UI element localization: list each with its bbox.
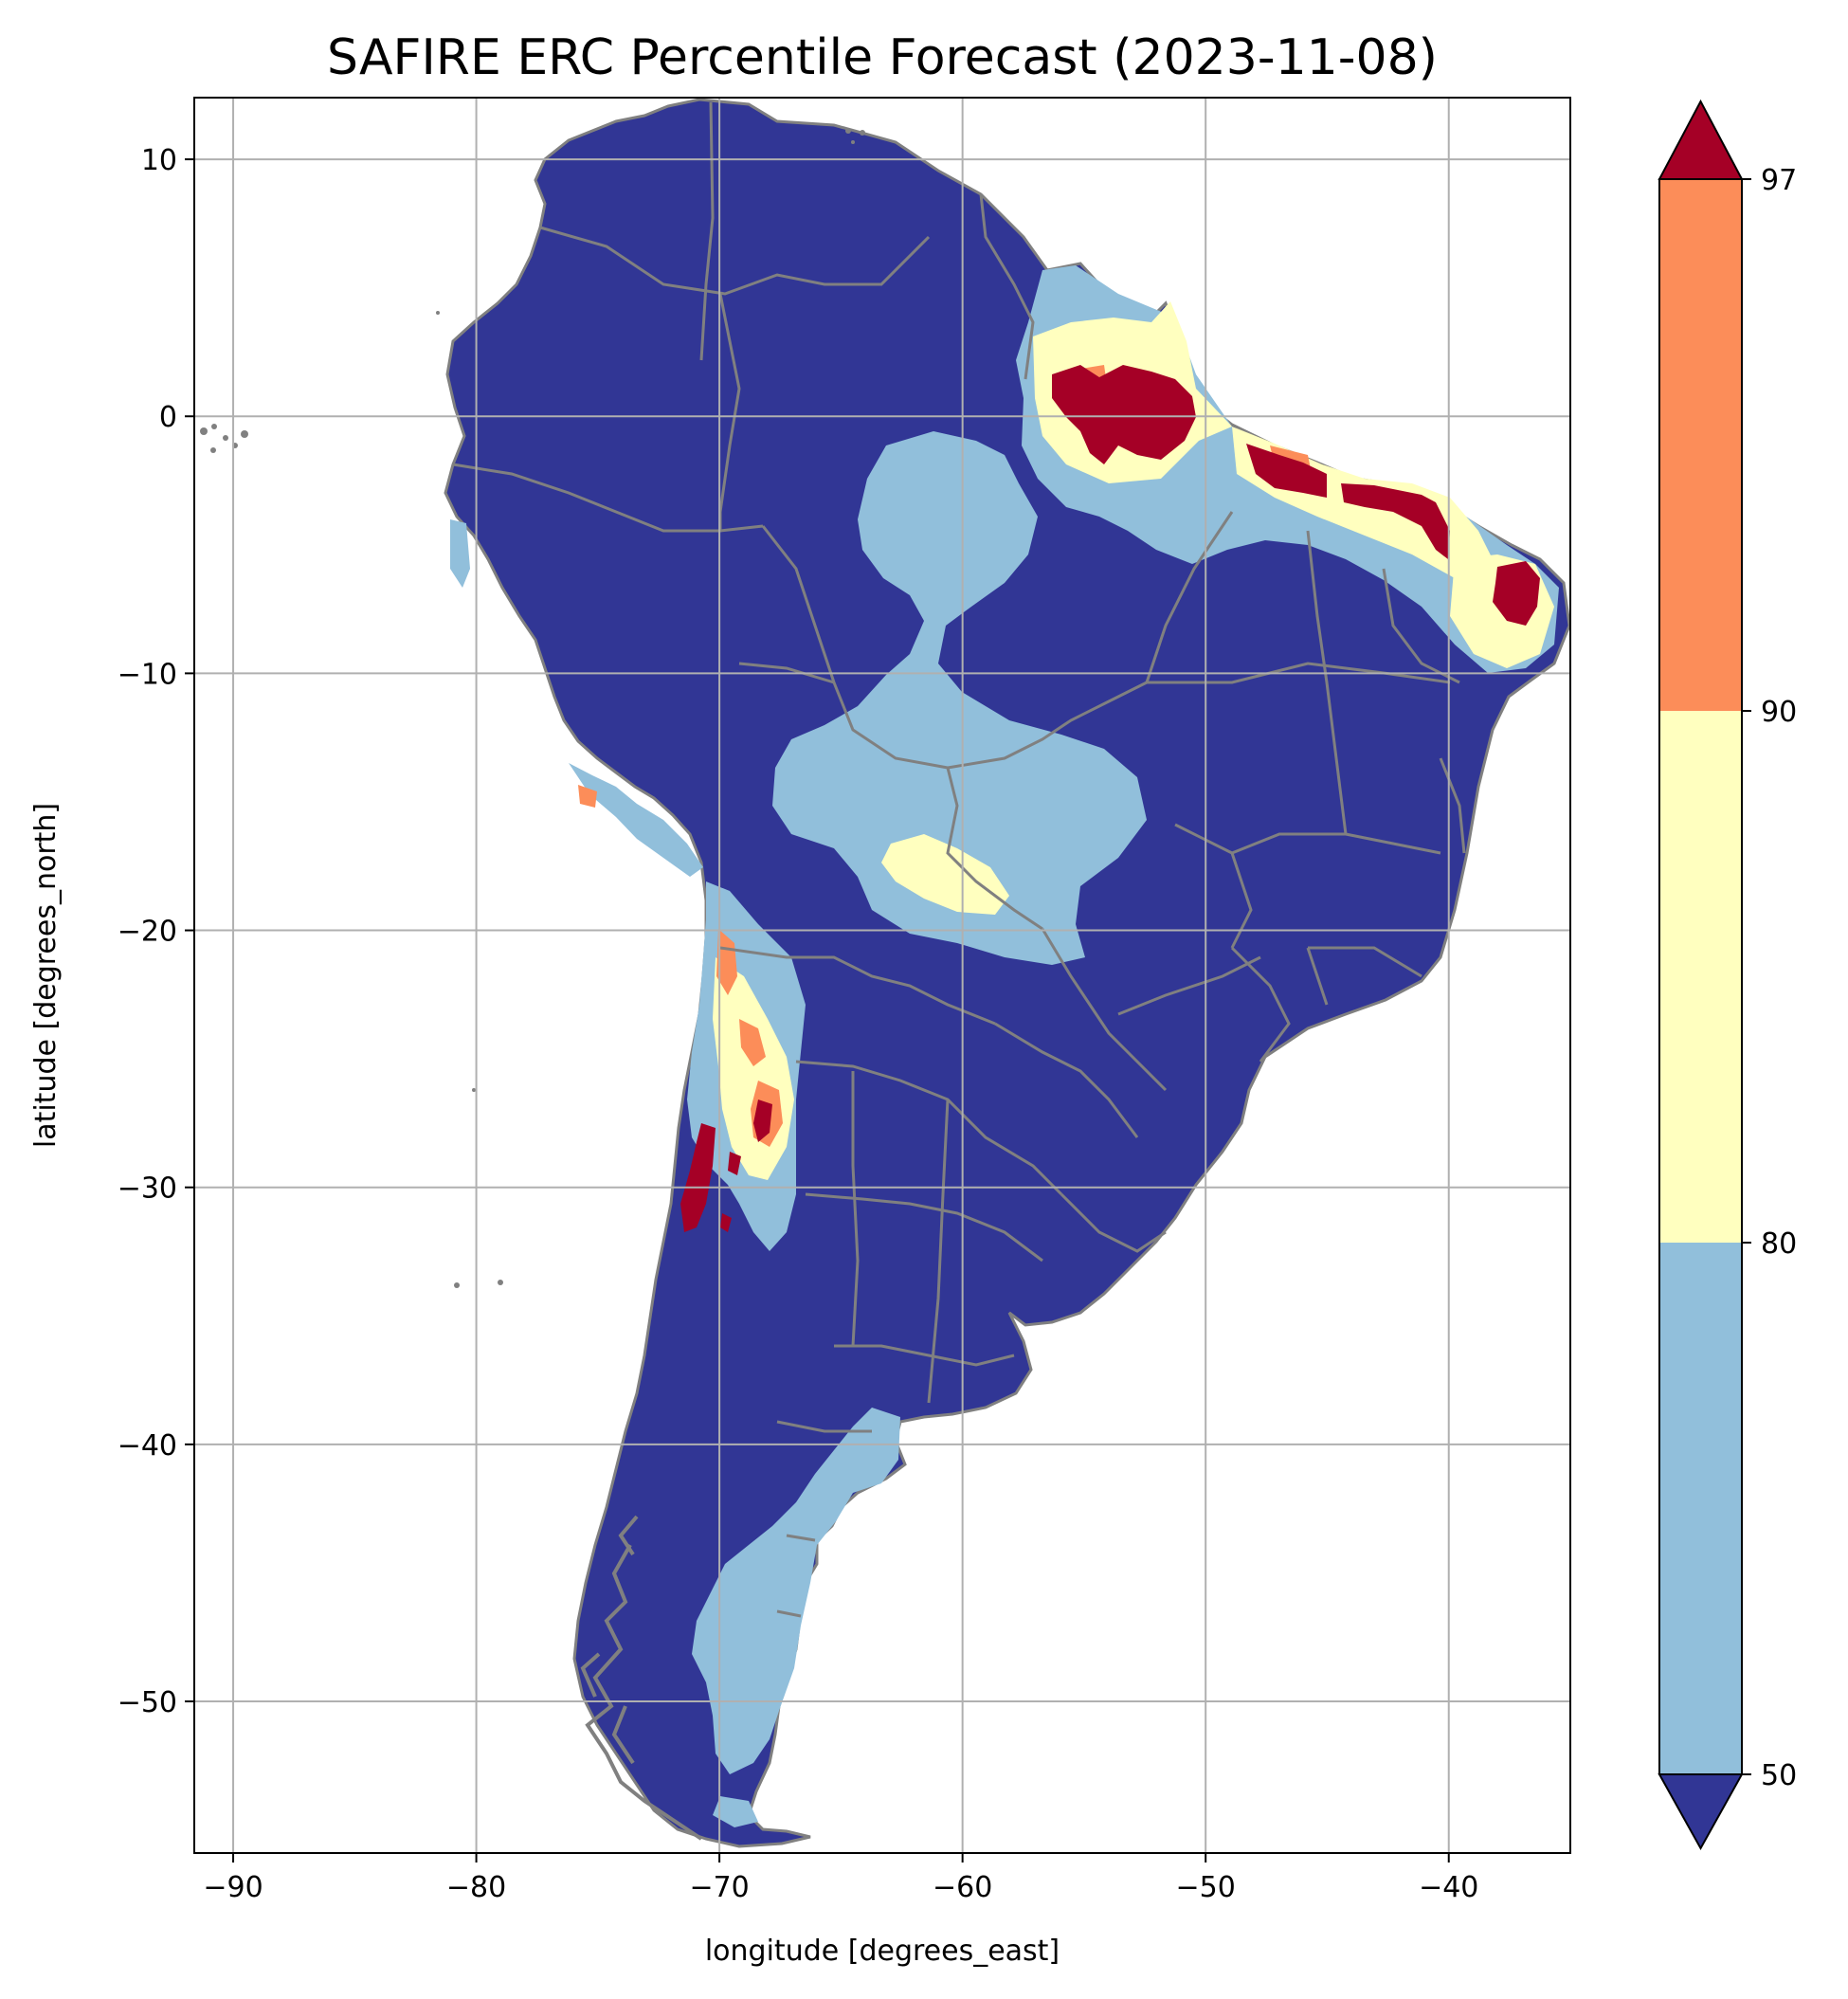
colorbar-under-triangle bbox=[1658, 1773, 1744, 1851]
colorbar: 50 80 90 97 bbox=[1658, 99, 1797, 1851]
y-tick-label: −40 bbox=[118, 1429, 177, 1463]
region-tierra-del-fuego bbox=[713, 1796, 758, 1827]
region-bolivia-brazil-border bbox=[881, 834, 1009, 915]
region-maranhao-ceara-coast bbox=[1246, 444, 1327, 498]
colorbar-tick-label: 80 bbox=[1761, 1227, 1797, 1261]
percentile-overlay bbox=[450, 265, 1559, 1827]
region-ceara-coast-2 bbox=[1341, 483, 1450, 559]
y-tick-label: −10 bbox=[118, 658, 177, 691]
chart-title: SAFIRE ERC Percentile Forecast (2023-11-… bbox=[327, 29, 1438, 86]
x-tick-label: −60 bbox=[933, 1871, 992, 1904]
region-patagonia bbox=[692, 1408, 900, 1774]
colorbar-tick-label: 50 bbox=[1761, 1759, 1797, 1792]
region-northeast-brazil-tip bbox=[1493, 561, 1540, 626]
region-chile-red-3 bbox=[728, 1152, 741, 1175]
y-tick-label: −50 bbox=[118, 1686, 177, 1719]
x-tick-label: −90 bbox=[203, 1871, 263, 1904]
colorbar-over-triangle bbox=[1658, 99, 1744, 180]
region-amapa-para-coast bbox=[1052, 365, 1196, 464]
x-tick-label: −40 bbox=[1419, 1871, 1478, 1904]
region-atacama-orange-2 bbox=[739, 1019, 766, 1066]
y-axis-title: latitude [degrees_north] bbox=[29, 803, 63, 1148]
region-peru-coast bbox=[569, 763, 703, 877]
x-tick-label: −70 bbox=[689, 1871, 749, 1904]
region-atacama-orange bbox=[716, 929, 737, 995]
y-tick-label: 0 bbox=[159, 401, 177, 434]
admin-borders bbox=[452, 101, 1466, 1618]
y-tick-label: −20 bbox=[118, 916, 177, 949]
colorbar-ticks: 50 80 90 97 bbox=[1742, 164, 1797, 1792]
colorbar-bin-90-97 bbox=[1659, 179, 1742, 711]
fjord-coast bbox=[580, 1515, 703, 1841]
map-axes-frame bbox=[193, 97, 1571, 1854]
region-central-amazon-bolivia bbox=[772, 431, 1147, 965]
region-ecuador-orange bbox=[578, 785, 597, 808]
region-central-chile bbox=[680, 1123, 716, 1232]
region-chile-red-4 bbox=[720, 1213, 732, 1232]
region-ecuador-coast bbox=[450, 519, 470, 588]
y-tick-label: 10 bbox=[141, 144, 177, 177]
islands bbox=[200, 128, 865, 1288]
colorbar-bin-80-90 bbox=[1659, 711, 1742, 1243]
colorbar-tick-label: 97 bbox=[1761, 164, 1797, 197]
x-axis-ticks: −90 −80 −70 −60 −50 −40 bbox=[203, 1853, 1478, 1904]
x-tick-label: −80 bbox=[446, 1871, 506, 1904]
gridlines bbox=[194, 98, 1570, 1853]
y-axis-ticks: 10 0 −10 −20 −30 −40 −50 bbox=[118, 144, 194, 1719]
y-tick-label: −30 bbox=[118, 1172, 177, 1206]
colorbar-bin-50-80 bbox=[1659, 1243, 1742, 1774]
x-axis-title: longitude [degrees_east] bbox=[705, 1935, 1060, 1968]
colorbar-frame bbox=[1658, 178, 1743, 1775]
x-tick-label: −50 bbox=[1176, 1871, 1236, 1904]
region-chile-red-2 bbox=[753, 1099, 772, 1142]
colorbar-tick-label: 90 bbox=[1761, 696, 1797, 729]
